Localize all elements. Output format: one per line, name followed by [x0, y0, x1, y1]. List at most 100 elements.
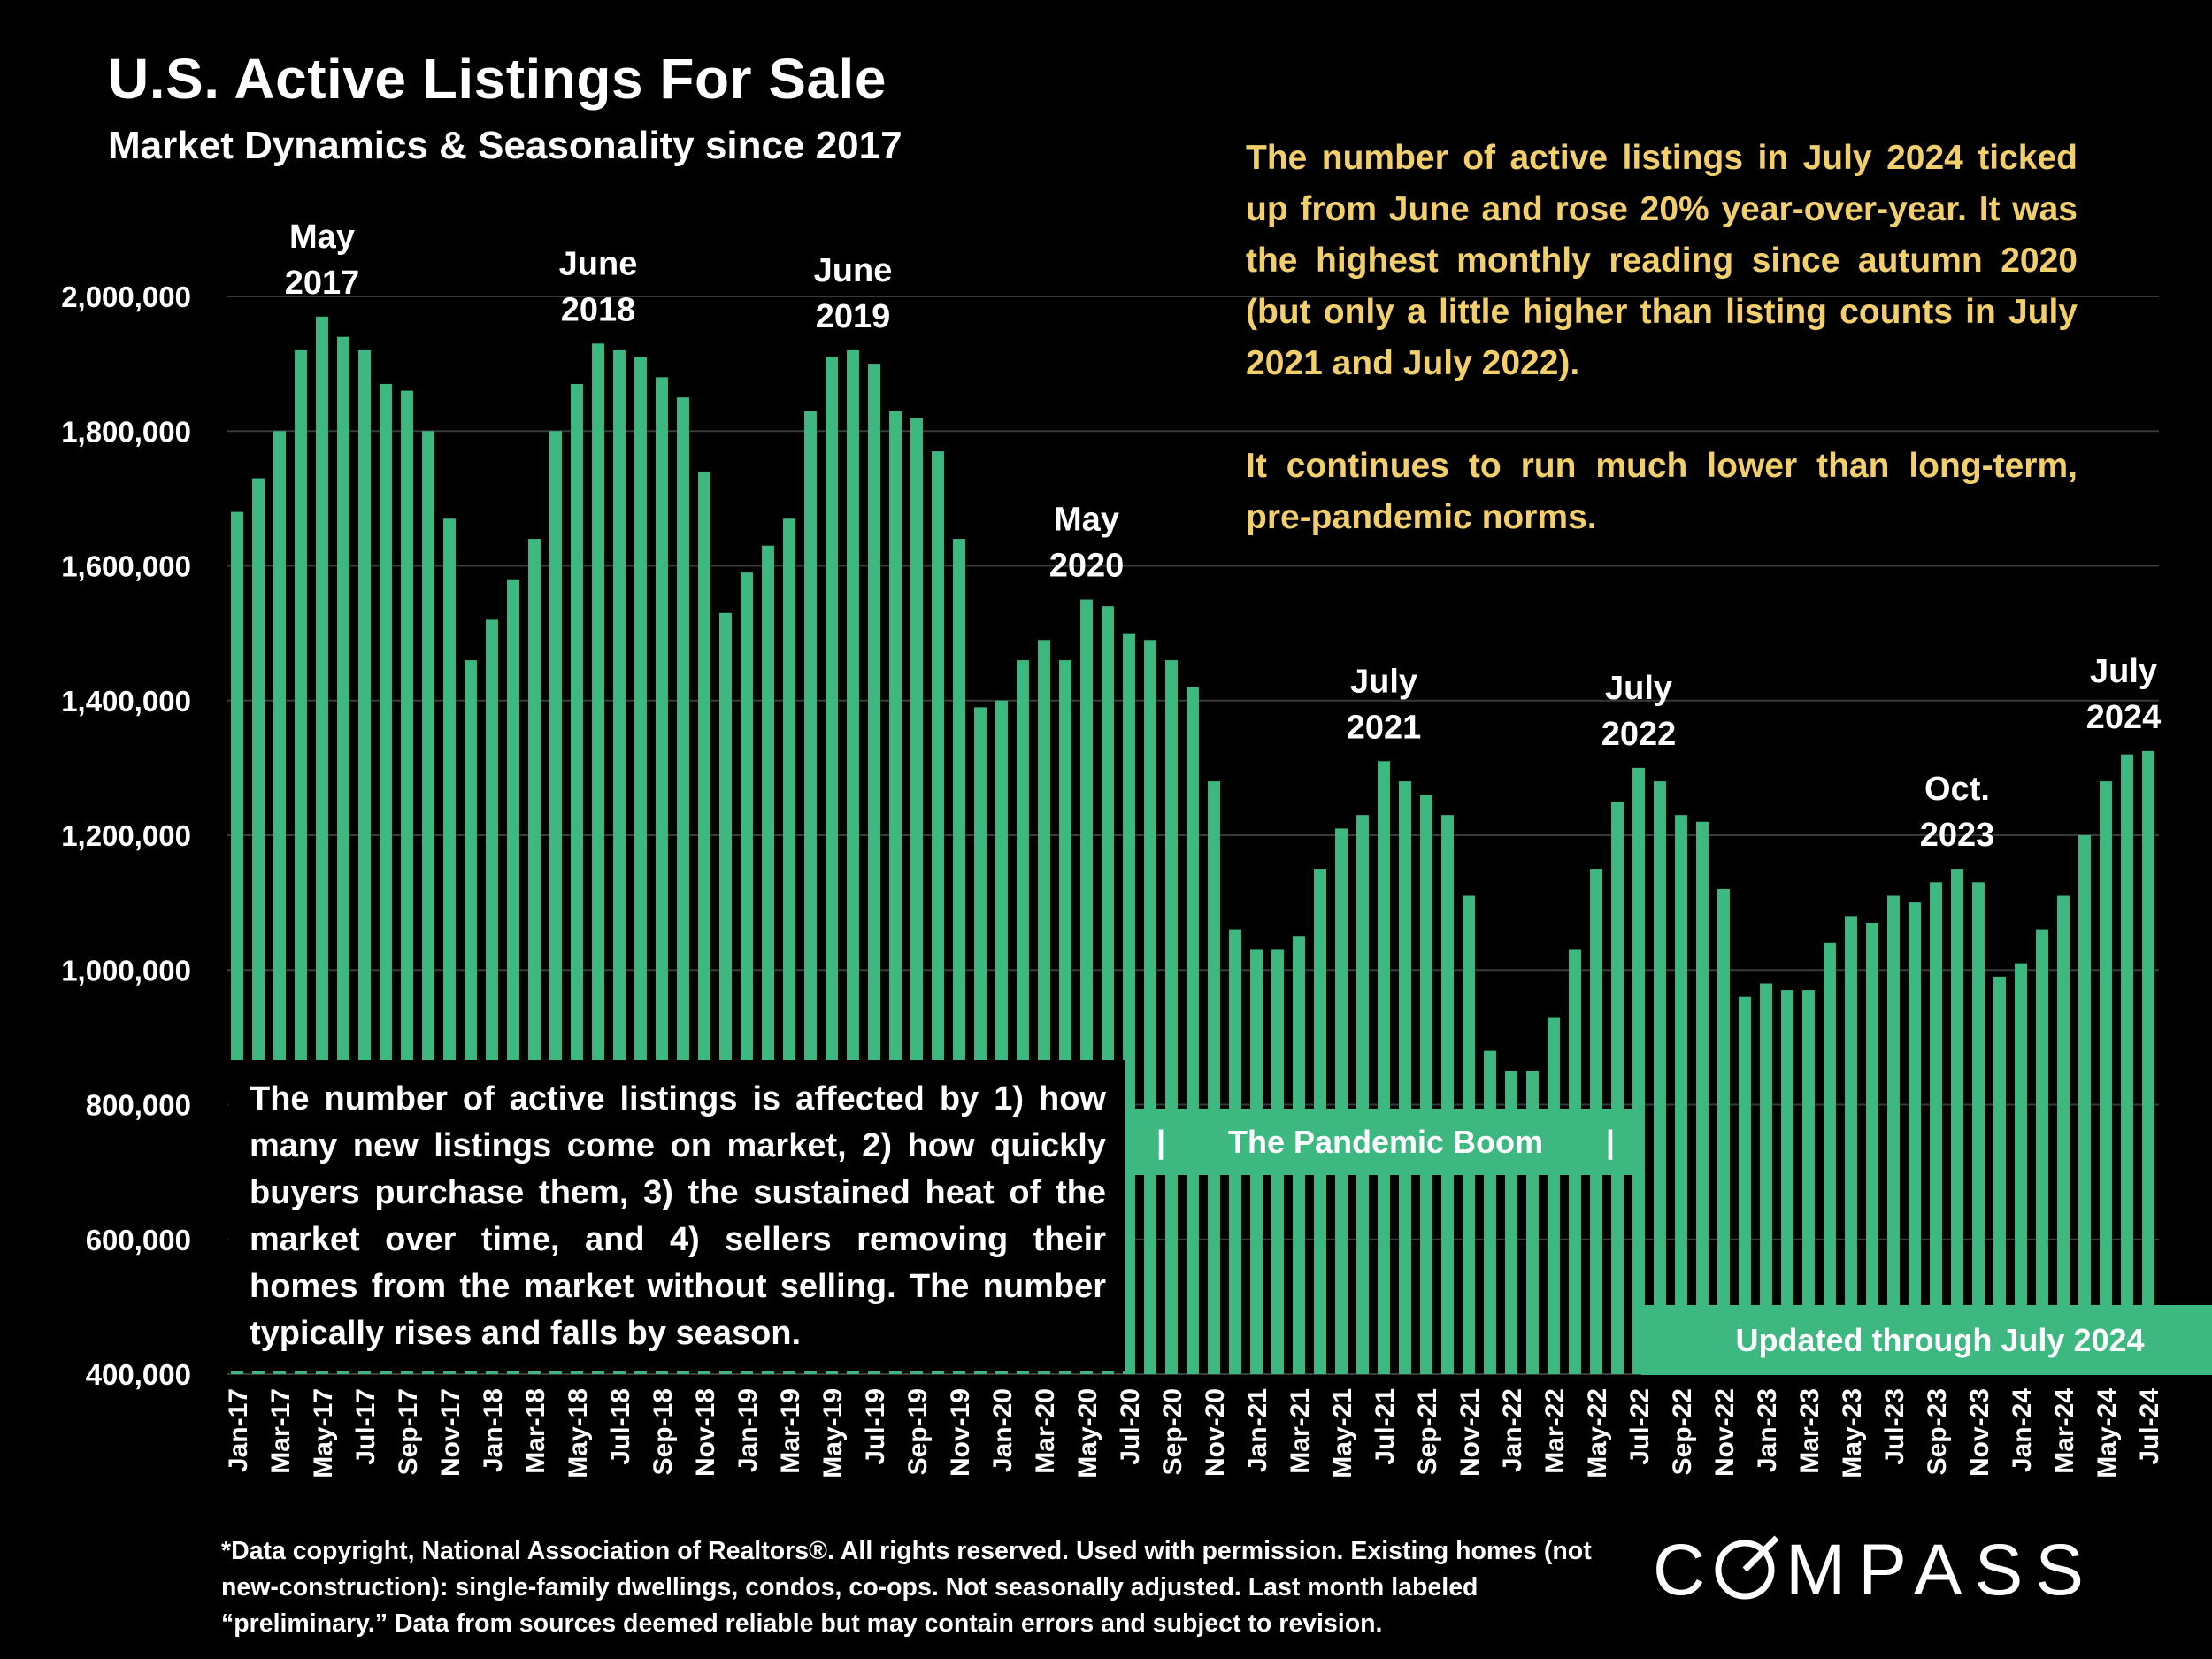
- x-axis-tick-labels: Jan-17 Mar-17 May-17 Jul-17 Sep-17 Nov-17 Jan-…: [224, 1388, 2164, 1479]
- peak-annotations: May 2017 June 2018 June 2019 May 2020 July 2021 Ju…: [285, 219, 2162, 854]
- x-tick-label: May-22: [1583, 1388, 1612, 1479]
- y-tick-label: 2,000,000: [61, 280, 191, 313]
- x-tick-label: Jan-21: [1243, 1388, 1272, 1472]
- y-tick-label: 600,000: [86, 1224, 191, 1256]
- x-tick-label: Nov-21: [1455, 1388, 1485, 1477]
- annotation-year: 2022: [1601, 716, 1677, 753]
- y-tick-label: 400,000: [86, 1358, 191, 1391]
- x-tick-label: Mar-22: [1540, 1388, 1570, 1474]
- bar: [1399, 781, 1411, 1374]
- x-tick-label: Sep-18: [649, 1388, 678, 1475]
- bar: [2142, 750, 2154, 1374]
- svg-text:C: C: [1653, 1530, 1717, 1610]
- x-tick-label: Sep-20: [1158, 1388, 1187, 1475]
- bar: [1951, 869, 1963, 1374]
- y-axis-tick-labels: 2,000,000 1,800,000 1,600,000 1,400,000 1,20…: [61, 280, 191, 1391]
- bar: [1144, 640, 1156, 1374]
- y-tick-label: 1,000,000: [61, 954, 191, 987]
- bar: [2015, 963, 2027, 1374]
- y-tick-label: 1,400,000: [61, 685, 191, 718]
- bar: [2100, 781, 2112, 1374]
- x-tick-label: Mar-18: [521, 1388, 550, 1474]
- annotation-year: 2023: [1920, 817, 1995, 854]
- bar: [1356, 815, 1369, 1374]
- commentary-text: The number of active listings in July 20…: [1246, 133, 2078, 595]
- x-tick-label: Jul-20: [1116, 1388, 1145, 1465]
- svg-text:MPASS: MPASS: [1786, 1530, 2096, 1610]
- x-tick-label: Mar-23: [1795, 1388, 1824, 1474]
- x-tick-label: Nov-22: [1710, 1388, 1740, 1477]
- bar: [1484, 1050, 1496, 1374]
- x-tick-label: Jan-23: [1753, 1388, 1782, 1472]
- x-tick-label: May-24: [2093, 1388, 2122, 1479]
- annotation-year: 2018: [561, 291, 636, 328]
- annotation-year: 2024: [2086, 699, 2162, 736]
- x-tick-label: May-21: [1328, 1388, 1357, 1479]
- x-tick-label: Sep-17: [394, 1388, 423, 1475]
- x-tick-label: Sep-23: [1923, 1388, 1952, 1475]
- x-tick-label: Jul-19: [861, 1388, 890, 1465]
- bar: [1739, 996, 1751, 1374]
- annotation-month: July: [1350, 663, 1417, 700]
- commentary-paragraph-1: The number of active listings in July 20…: [1246, 139, 2078, 382]
- bar: [1611, 801, 1624, 1374]
- compass-logo-icon: C MPASS: [1653, 1530, 2096, 1610]
- bar: [1208, 781, 1220, 1374]
- x-tick-label: Sep-19: [903, 1388, 933, 1475]
- x-tick-label: May-20: [1073, 1388, 1102, 1479]
- annotation-month: May: [289, 219, 355, 256]
- annotation-month: Oct.: [1924, 771, 1990, 808]
- bar: [1909, 902, 1921, 1374]
- x-tick-label: Nov-19: [946, 1388, 975, 1477]
- x-tick-label: Jan-24: [2008, 1388, 2037, 1472]
- x-tick-label: Mar-20: [1031, 1388, 1060, 1474]
- bar: [2057, 895, 2070, 1374]
- pandemic-band-right-marker: |: [1605, 1123, 1615, 1160]
- annotation-month: May: [1054, 502, 1119, 539]
- x-tick-label: Jan-17: [224, 1388, 253, 1472]
- x-tick-label: Mar-21: [1286, 1388, 1315, 1474]
- x-tick-label: May-17: [309, 1388, 338, 1479]
- annotation-month: July: [2090, 653, 2157, 690]
- annotation-year: 2021: [1347, 709, 1422, 746]
- bar: [1696, 821, 1709, 1374]
- x-tick-label: May-23: [1838, 1388, 1867, 1479]
- chart-title: U.S. Active Listings For Sale: [108, 47, 887, 111]
- annotation-month: July: [1605, 670, 1672, 707]
- x-tick-label: Jan-22: [1498, 1388, 1527, 1472]
- pandemic-band-label: The Pandemic Boom: [1227, 1123, 1544, 1160]
- bar: [1866, 922, 1878, 1374]
- chart-subtitle: Market Dynamics & Seasonality since 2017: [108, 124, 902, 167]
- pandemic-boom-band: | The Pandemic Boom |: [1128, 1109, 1643, 1175]
- bar: [1335, 828, 1348, 1374]
- y-tick-label: 1,800,000: [61, 415, 191, 448]
- x-tick-label: Jan-19: [733, 1388, 763, 1472]
- x-tick-label: Nov-20: [1201, 1388, 1230, 1477]
- bar: [1123, 633, 1135, 1374]
- x-tick-label: Jul-23: [1880, 1388, 1909, 1465]
- x-tick-label: Mar-17: [266, 1388, 296, 1474]
- bar: [1887, 895, 1900, 1374]
- bar: [1781, 990, 1793, 1374]
- bar: [1717, 888, 1730, 1374]
- bar: [1675, 815, 1687, 1374]
- x-tick-label: Sep-21: [1413, 1388, 1442, 1475]
- bar: [1378, 761, 1390, 1374]
- y-tick-label: 800,000: [86, 1089, 191, 1122]
- x-tick-label: Nov-17: [436, 1388, 465, 1477]
- bar: [2036, 929, 2048, 1374]
- bar: [1760, 983, 1772, 1374]
- x-tick-label: Jul-24: [2135, 1388, 2164, 1465]
- bar: [1187, 687, 1199, 1374]
- updated-through-band: Updated through July 2024: [1641, 1305, 2212, 1375]
- x-tick-label: May-19: [818, 1388, 848, 1479]
- x-tick-label: Sep-22: [1668, 1388, 1697, 1475]
- annotation-year: 2020: [1049, 548, 1125, 585]
- bar: [1824, 942, 1836, 1374]
- x-tick-label: Mar-19: [776, 1388, 805, 1474]
- bar: [1165, 660, 1178, 1374]
- bar: [2078, 835, 2091, 1374]
- bar: [1993, 976, 2006, 1374]
- bar: [1420, 795, 1432, 1374]
- x-tick-label: Nov-23: [1965, 1388, 1994, 1477]
